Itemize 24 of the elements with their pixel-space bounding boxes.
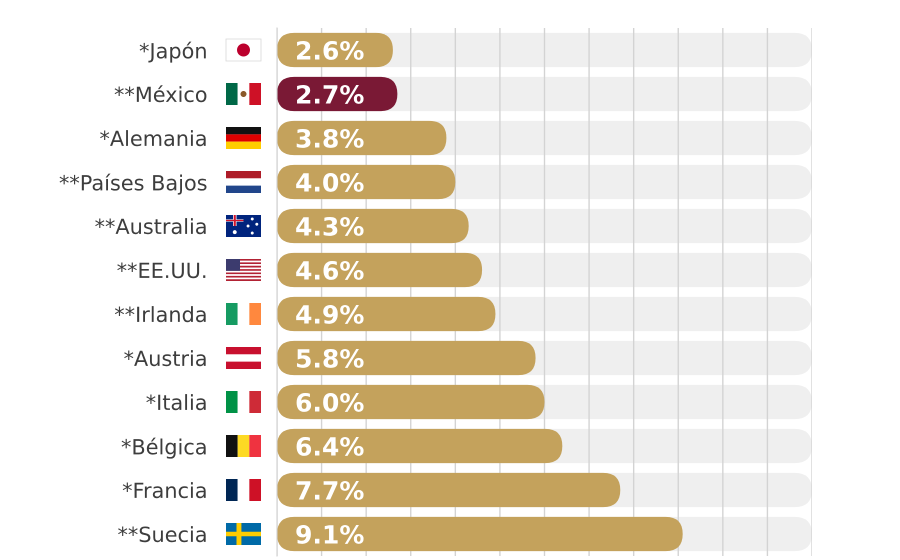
data-label: 3.8% (296, 128, 364, 148)
data-label: 9.1% (296, 524, 364, 544)
data-label: 4.6% (296, 260, 364, 280)
y-tick-label: **Irlanda (114, 306, 206, 322)
data-label: 6.4% (296, 436, 364, 456)
data-label: 4.3% (296, 216, 364, 236)
y-tick-label: **México (114, 85, 206, 102)
data-label: 2.7% (297, 84, 364, 104)
data-label: 7.7% (296, 480, 364, 500)
y-tick-label: *Austria (124, 350, 206, 366)
data-label: 4.0% (296, 172, 364, 192)
y-tick-label: *Francia (122, 482, 206, 498)
y-tick-label: **EE.UU. (117, 262, 206, 278)
y-tick-label: **Australia (95, 218, 206, 234)
y-tick-label: *Italia (146, 394, 206, 410)
data-label: 6.0% (296, 392, 364, 412)
y-tick-label: *Japón (140, 42, 206, 63)
y-tick-label: **Suecia (118, 526, 206, 542)
y-tick-label: **Países Bajos (60, 174, 207, 195)
y-tick-label: *Bélgica (122, 438, 206, 459)
data-label: 5.8% (296, 348, 364, 368)
y-tick-label: *Alemania (100, 130, 206, 146)
data-label: 2.6% (297, 40, 364, 60)
data-label: 4.9% (296, 304, 364, 324)
